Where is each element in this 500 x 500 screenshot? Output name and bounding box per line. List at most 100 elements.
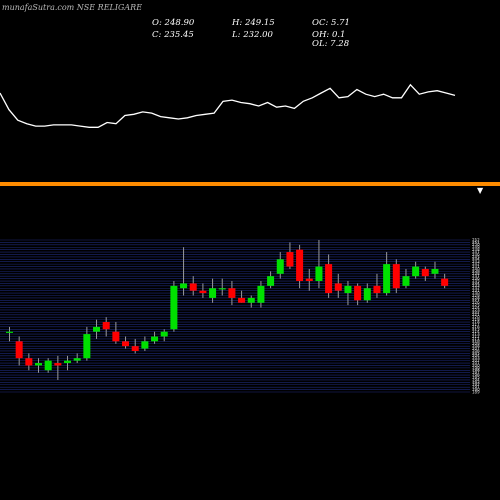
price-axis: 1891901911921931941951961971981992002012…: [472, 237, 480, 394]
candle: [141, 336, 149, 351]
candle: [93, 319, 101, 339]
price-tick-label: 233: [472, 283, 480, 288]
candle-body-down: [25, 358, 33, 366]
candle: [6, 326, 13, 342]
candle-body-up: [431, 268, 439, 274]
candle-body-down: [296, 249, 304, 282]
candle: [305, 268, 313, 291]
price-tick-label: 246: [472, 252, 480, 257]
candle: [218, 278, 226, 296]
candle: [431, 261, 439, 279]
candle-body-down: [102, 322, 110, 330]
candle-body-up: [6, 331, 13, 333]
price-tick-label: 212: [472, 334, 480, 339]
candle: [180, 247, 188, 296]
price-tick-label: 243: [472, 259, 480, 264]
candle-body-down: [305, 278, 313, 282]
price-tick-label: 195: [472, 375, 480, 380]
price-tick-label: 203: [472, 356, 480, 361]
candle-body-down: [131, 346, 139, 351]
candle: [257, 281, 265, 308]
price-tick-label: 228: [472, 295, 480, 300]
candle-body-down: [238, 297, 246, 303]
candle-body-down: [421, 268, 429, 277]
candle-body-up: [344, 285, 352, 294]
candle: [412, 261, 420, 279]
price-tick-label: 232: [472, 286, 480, 291]
price-tick-label: 249: [472, 245, 480, 250]
candle: [25, 353, 33, 371]
candle-body-up: [83, 334, 91, 359]
price-tick-label: 252: [472, 237, 480, 242]
candle: [402, 268, 410, 289]
price-tick-label: 244: [472, 257, 480, 262]
candle: [276, 252, 284, 279]
candle: [112, 322, 120, 344]
candle-body-down: [325, 264, 333, 294]
candle: [122, 336, 130, 349]
price-tick-label: 197: [472, 370, 480, 375]
separator-bar: [0, 182, 500, 186]
candle-body-up: [257, 285, 265, 303]
candle: [209, 278, 217, 303]
candle-body-up: [276, 259, 284, 274]
candle-body-up: [170, 285, 178, 330]
candle-body-up: [218, 288, 226, 290]
price-tick-label: 193: [472, 380, 480, 385]
candle: [64, 355, 72, 371]
ohlc-oc: OC: 5.71: [312, 18, 350, 28]
price-tick-label: 194: [472, 377, 480, 382]
candle: [354, 283, 362, 306]
price-tick-label: 218: [472, 319, 480, 324]
price-tick-label: 217: [472, 322, 480, 327]
watermark-text: munafaSutra.com NSE RELIGARE: [2, 3, 142, 12]
price-tick-label: 207: [472, 346, 480, 351]
price-tick-label: 205: [472, 351, 480, 356]
candle-body-down: [286, 252, 294, 267]
price-tick-label: 208: [472, 344, 480, 349]
price-tick-label: 235: [472, 278, 480, 283]
candle: [325, 254, 333, 298]
candle: [363, 283, 371, 303]
candle-body-up: [35, 363, 43, 366]
candle: [170, 281, 178, 332]
price-tick-label: 222: [472, 310, 480, 315]
candle-body-down: [54, 363, 62, 366]
candle: [344, 281, 352, 306]
candle: [334, 273, 342, 298]
candle: [151, 331, 159, 344]
price-tick-label: 250: [472, 242, 480, 247]
price-tick-label: 206: [472, 348, 480, 353]
candle-body-up: [160, 331, 168, 337]
price-tick-label: 245: [472, 254, 480, 259]
candle: [102, 317, 110, 337]
candle: [189, 276, 197, 296]
price-tick-label: 191: [472, 385, 480, 390]
ohlc-low: L: 232.00: [231, 30, 274, 40]
ohlc-ol: OL: 7.28: [312, 39, 350, 49]
candle-body-down: [373, 285, 381, 294]
candle-body-up: [64, 360, 72, 364]
separator-marker-icon: ▼: [477, 186, 484, 195]
price-tick-label: 229: [472, 293, 480, 298]
candle: [228, 281, 236, 306]
price-tick-label: 215: [472, 327, 480, 332]
candle: [83, 326, 91, 361]
price-tick-label: 198: [472, 368, 480, 373]
candle-body-up: [141, 341, 149, 349]
price-tick-label: 238: [472, 271, 480, 276]
candle-body-down: [354, 285, 362, 301]
price-grid: [0, 239, 470, 393]
candle-body-up: [73, 358, 81, 361]
candle: [383, 252, 391, 296]
price-tick-label: 234: [472, 281, 480, 286]
price-tick-label: 209: [472, 341, 480, 346]
price-tick-label: 211: [472, 336, 480, 341]
ohlc-oh: OH: 0.1: [312, 30, 345, 40]
candle-body-down: [334, 283, 342, 291]
price-tick-label: 220: [472, 315, 480, 320]
price-tick-label: 230: [472, 290, 480, 295]
price-tick-label: 251: [472, 240, 480, 245]
candle: [199, 283, 207, 298]
candle: [392, 259, 400, 294]
